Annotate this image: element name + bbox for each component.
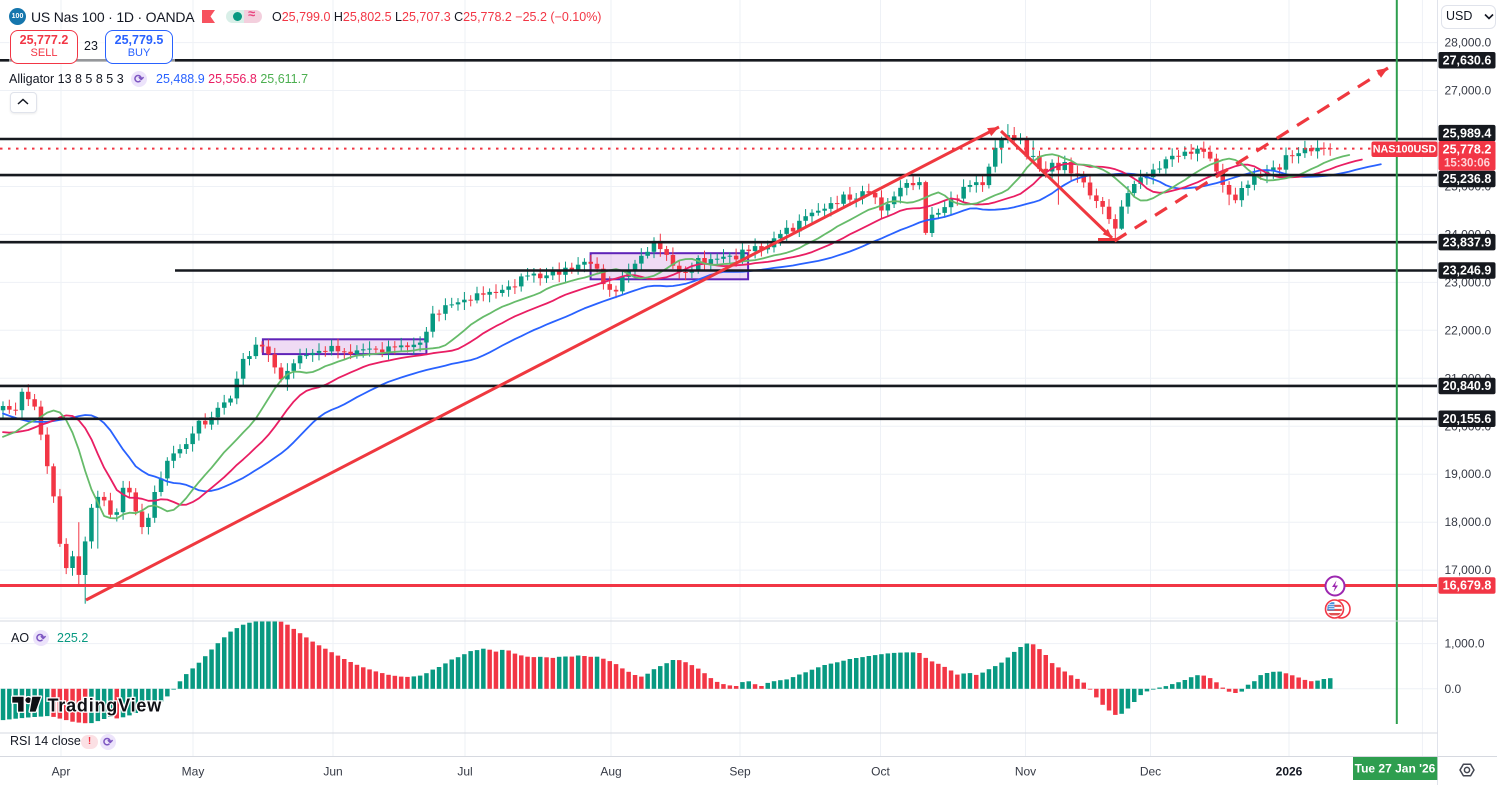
svg-text:May: May	[182, 765, 205, 779]
svg-text:1,000.0: 1,000.0	[1445, 637, 1485, 651]
svg-text:27,630.6: 27,630.6	[1443, 54, 1492, 68]
svg-text:20,155.6: 20,155.6	[1443, 412, 1492, 426]
svg-text:23,246.9: 23,246.9	[1443, 264, 1492, 278]
svg-text:25,778.2: 25,778.2	[1443, 143, 1492, 157]
svg-text:22,000.0: 22,000.0	[1445, 323, 1492, 337]
svg-text:15:30:06: 15:30:06	[1444, 158, 1490, 170]
svg-text:Jul: Jul	[457, 765, 472, 779]
svg-text:23,837.9: 23,837.9	[1443, 235, 1492, 249]
svg-text:Dec: Dec	[1140, 765, 1161, 779]
svg-text:NAS100USD: NAS100USD	[1373, 144, 1437, 156]
svg-text:Jun: Jun	[323, 765, 342, 779]
svg-text:TradingView: TradingView	[48, 695, 163, 715]
svg-text:18,000.0: 18,000.0	[1445, 515, 1492, 529]
svg-text:25,236.8: 25,236.8	[1443, 172, 1492, 186]
svg-text:2026: 2026	[1276, 765, 1303, 779]
svg-text:Oct: Oct	[871, 765, 890, 779]
svg-text:16,679.8: 16,679.8	[1443, 579, 1492, 593]
svg-text:0.0: 0.0	[1445, 682, 1462, 696]
svg-text:27,000.0: 27,000.0	[1445, 84, 1492, 98]
svg-text:20,840.9: 20,840.9	[1443, 379, 1492, 393]
svg-text:Aug: Aug	[600, 765, 621, 779]
svg-text:19,000.0: 19,000.0	[1445, 467, 1492, 481]
svg-text:17,000.0: 17,000.0	[1445, 563, 1492, 577]
svg-text:Nov: Nov	[1015, 765, 1036, 779]
svg-text:Sep: Sep	[729, 765, 751, 779]
svg-text:Tue 27 Jan '26: Tue 27 Jan '26	[1355, 762, 1436, 776]
svg-text:28,000.0: 28,000.0	[1445, 36, 1492, 50]
svg-text:Apr: Apr	[52, 765, 71, 779]
svg-text:25,989.4: 25,989.4	[1443, 126, 1492, 140]
